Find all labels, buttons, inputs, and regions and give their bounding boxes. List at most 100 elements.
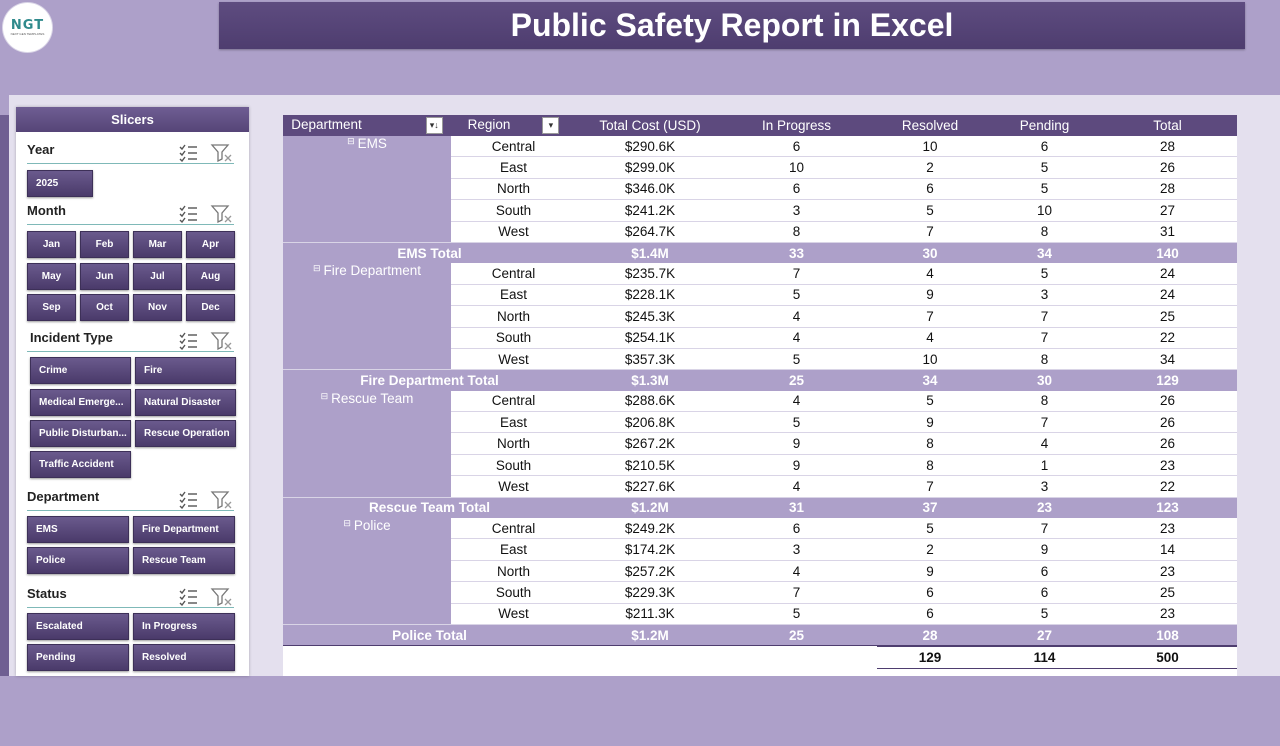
value-cell: 4: [869, 263, 991, 285]
slicer-button-medical-emerge[interactable]: Medical Emerge...: [30, 389, 131, 416]
column-header-total: Total: [1098, 115, 1237, 136]
table-row: North $346.0K 6 6 5 28: [283, 178, 1237, 201]
value-cell: 5: [724, 284, 869, 307]
table-row: North $257.2K 4 9 6 23: [283, 560, 1237, 583]
slicer-button-jun[interactable]: Jun: [80, 263, 129, 290]
slicer-button-fire-department[interactable]: Fire Department: [133, 516, 235, 543]
region-cell: West: [451, 475, 576, 498]
slicer-button-jul[interactable]: Jul: [133, 263, 182, 290]
department-label: Fire Department: [323, 263, 422, 279]
slicer-button-feb[interactable]: Feb: [80, 231, 129, 258]
value-cell: 9: [869, 560, 991, 583]
table-row: East $299.0K 10 2 5 26: [283, 156, 1237, 179]
sheet-white-area: [283, 646, 877, 676]
slicer-button-mar[interactable]: Mar: [133, 231, 182, 258]
slicer-button-apr[interactable]: Apr: [186, 231, 235, 258]
department-cell[interactable]: ⊟ Fire Department: [283, 263, 451, 371]
slicer-icons[interactable]: [178, 586, 234, 607]
slicer-icons[interactable]: [178, 142, 234, 163]
value-cell: 4: [724, 305, 869, 328]
slicer-icons[interactable]: [178, 203, 234, 224]
value-cell: 5: [991, 156, 1098, 179]
slicer-button-traffic-accident[interactable]: Traffic Accident: [30, 451, 131, 478]
value-cell: 6: [724, 178, 869, 201]
table-row: ⊟ Rescue Team Central $288.6K 4 5 8 26: [283, 390, 1237, 498]
value-cell: 8: [991, 390, 1098, 413]
slicer-button-natural-disaster[interactable]: Natural Disaster: [135, 389, 236, 416]
slicer-title: Status: [27, 586, 67, 601]
department-cell[interactable]: ⊟ Rescue Team: [283, 390, 451, 498]
slicer-button-may[interactable]: May: [27, 263, 76, 290]
slicer-icons[interactable]: [178, 330, 234, 351]
value-cell: $288.6K: [576, 390, 724, 413]
slicer-button-jan[interactable]: Jan: [27, 231, 76, 258]
collapse-icon[interactable]: ⊟: [347, 136, 355, 146]
logo-subtext: NEXT GEN TEMPLATES: [10, 32, 45, 36]
value-cell: 8: [991, 348, 1098, 371]
value-cell: 26: [1098, 390, 1237, 413]
subtotal-value: 25: [724, 369, 869, 391]
value-cell: 9: [724, 454, 869, 477]
slicer-button-crime[interactable]: Crime: [30, 357, 131, 384]
subtotal-value: 27: [991, 624, 1098, 647]
value-cell: $267.2K: [576, 432, 724, 455]
slicer-button-fire[interactable]: Fire: [135, 357, 236, 384]
slicer-button-oct[interactable]: Oct: [80, 294, 129, 321]
filter-dropdown-icon[interactable]: ▾: [542, 117, 560, 134]
slicer-button-rescue-team[interactable]: Rescue Team: [133, 547, 235, 574]
value-cell: 9: [869, 284, 991, 307]
value-cell: 7: [869, 305, 991, 328]
subtotal-value: 123: [1098, 497, 1237, 519]
slicer-button-pending[interactable]: Pending: [27, 644, 129, 671]
value-cell: $346.0K: [576, 178, 724, 201]
value-cell: 22: [1098, 327, 1237, 349]
value-cell: 9: [724, 432, 869, 455]
page-title: Public Safety Report in Excel: [510, 7, 954, 43]
value-cell: 4: [991, 432, 1098, 455]
table-row: East $228.1K 5 9 3 24: [283, 284, 1237, 307]
value-cell: 23: [1098, 454, 1237, 477]
value-cell: $211.3K: [576, 603, 724, 625]
column-header-region[interactable]: Region ▾: [451, 115, 576, 136]
slicer-button-police[interactable]: Police: [27, 547, 129, 574]
slicer-button-ems[interactable]: EMS: [27, 516, 129, 543]
column-header-department[interactable]: Department ▾↓: [283, 115, 451, 136]
department-cell[interactable]: ⊟ Police: [283, 518, 451, 625]
table-row: South $229.3K 7 6 6 25: [283, 581, 1237, 604]
subtotal-value: $1.2M: [576, 497, 724, 519]
subtotal-value: 30: [869, 242, 991, 264]
slicer-button-sep[interactable]: Sep: [27, 294, 76, 321]
table-row: North $245.3K 4 7 7 25: [283, 305, 1237, 328]
collapse-icon[interactable]: ⊟: [343, 518, 351, 529]
slicer-button-public-disturban[interactable]: Public Disturban...: [30, 420, 131, 447]
sort-filter-dropdown-icon[interactable]: ▾↓: [425, 117, 443, 134]
column-header-label: Pending: [1019, 118, 1070, 133]
slicer-button-nov[interactable]: Nov: [133, 294, 182, 321]
collapse-icon[interactable]: ⊟: [320, 390, 329, 401]
department-label: Police: [353, 518, 391, 534]
slicer-button-escalated[interactable]: Escalated: [27, 613, 129, 640]
slicer-panel: Slicers Year 2025 Month Jan Feb Mar Apr May Jun J…: [16, 107, 249, 676]
department-cell[interactable]: ⊟ EMS: [283, 136, 451, 243]
value-cell: 3: [724, 538, 869, 561]
column-header-label: Total Cost (USD): [599, 118, 701, 133]
value-cell: 7: [724, 581, 869, 604]
slicer-icons[interactable]: [178, 489, 234, 510]
slicer-button-resolved[interactable]: Resolved: [133, 644, 235, 671]
grand-total-value: 114: [991, 645, 1098, 669]
value-cell: 8: [991, 221, 1098, 243]
value-cell: 14: [1098, 538, 1237, 561]
subtotal-value: $1.2M: [576, 624, 724, 647]
collapse-icon[interactable]: ⊟: [312, 263, 321, 274]
value-cell: 10: [991, 199, 1098, 222]
slicer-button-rescue-operation[interactable]: Rescue Operation: [135, 420, 236, 447]
slicer-button-dec[interactable]: Dec: [186, 294, 235, 321]
slicer-button-aug[interactable]: Aug: [186, 263, 235, 290]
slicer-button-2025[interactable]: 2025: [27, 170, 93, 197]
column-header-label: In Progress: [761, 118, 832, 133]
value-cell: 3: [991, 475, 1098, 498]
slicer-button-in-progress[interactable]: In Progress: [133, 613, 235, 640]
value-cell: 7: [991, 327, 1098, 349]
value-cell: 5: [991, 263, 1098, 285]
subtotal-value: 30: [991, 369, 1098, 391]
